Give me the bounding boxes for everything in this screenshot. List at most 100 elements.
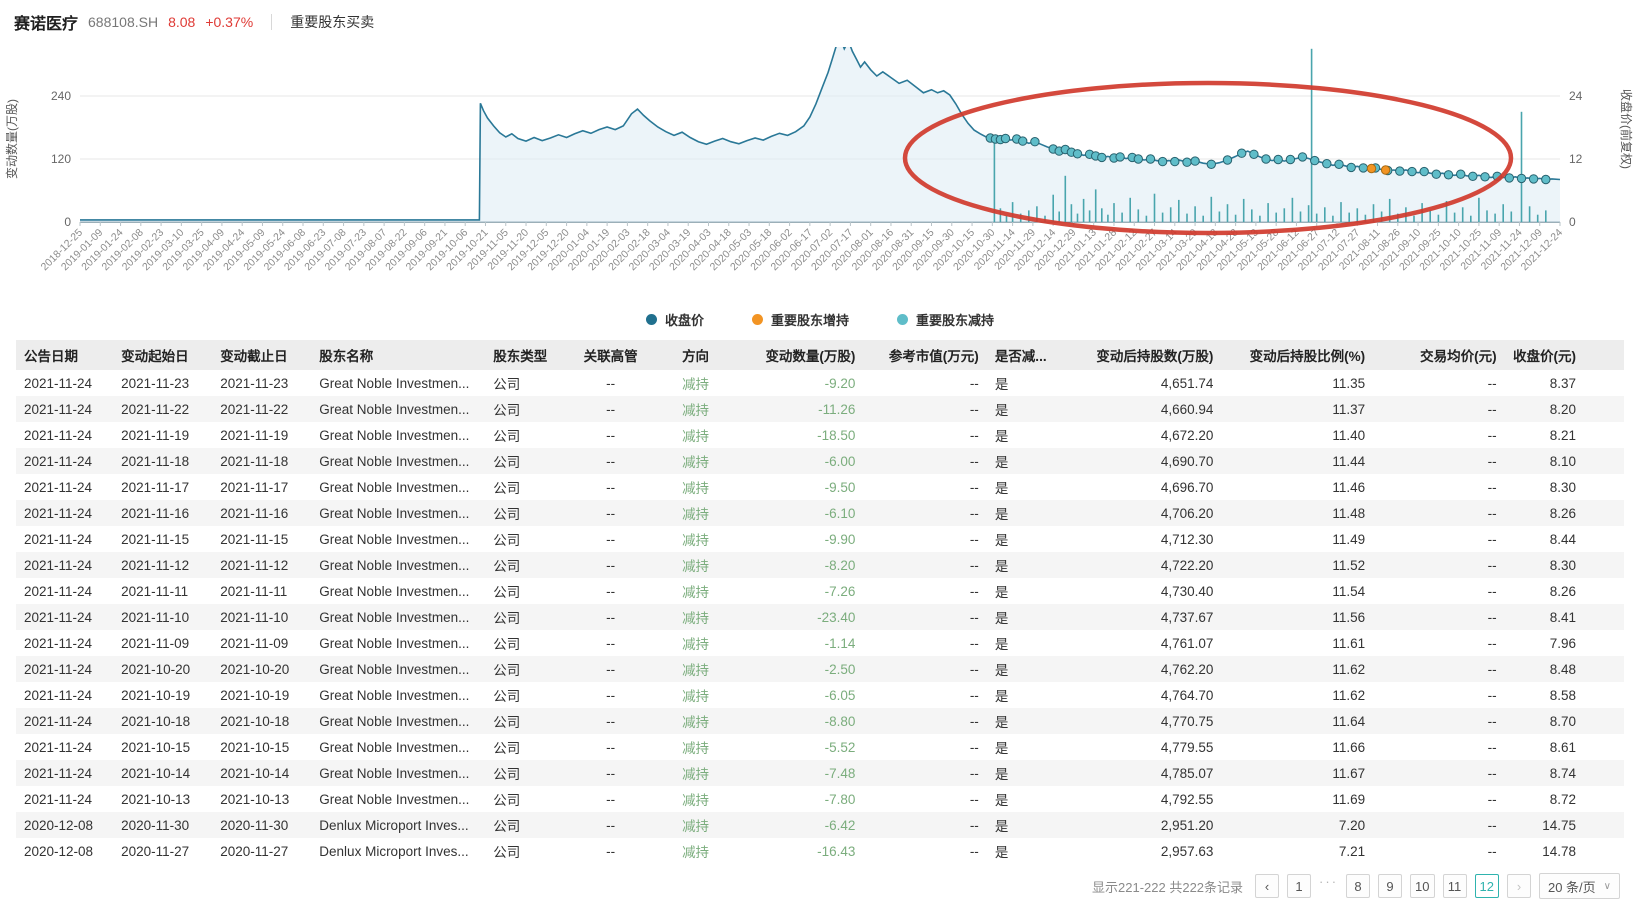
cell-direction: 减持	[657, 812, 734, 838]
cell-ref_value: --	[863, 500, 986, 526]
cell-related_exec: --	[564, 838, 657, 864]
page-button-1[interactable]: 1	[1287, 874, 1311, 898]
cell-related_exec: --	[564, 448, 657, 474]
reduce-marker	[1031, 138, 1039, 146]
volume-bar	[1202, 216, 1204, 222]
cell-ref_value: --	[863, 578, 986, 604]
reduce-marker	[1505, 174, 1513, 182]
cell-avg_price: --	[1373, 708, 1504, 734]
cell-holder_type: 公司	[485, 500, 564, 526]
cell-announce_date: 2021-11-24	[16, 474, 113, 500]
cell-change_qty: -7.80	[734, 786, 863, 812]
cell-direction: 减持	[657, 786, 734, 812]
cell-announce_date: 2021-11-24	[16, 448, 113, 474]
legend-item[interactable]: 重要股东增持	[752, 310, 849, 329]
cell-shares_after: 4,792.55	[1060, 786, 1222, 812]
cell-close_price: 8.20	[1505, 396, 1624, 422]
record-count-summary: 显示221-222 共222条记录	[1092, 877, 1243, 896]
column-header-ratio_after: 变动后持股比例(%)	[1221, 340, 1373, 370]
tab-important-holder-trades[interactable]: 重要股东买卖	[290, 12, 374, 32]
reduce-marker	[1171, 157, 1179, 165]
cell-holder_name: Great Noble Investmen...	[311, 708, 485, 734]
reduce-marker	[1529, 175, 1537, 183]
cell-change_qty: -6.10	[734, 500, 863, 526]
cell-direction: 减持	[657, 682, 734, 708]
volume-bar	[1129, 198, 1131, 222]
prev-page-button[interactable]: ‹	[1255, 874, 1279, 898]
cell-related_exec: --	[564, 396, 657, 422]
legend-item[interactable]: 重要股东减持	[897, 310, 994, 329]
cell-change_end: 2021-10-13	[212, 786, 311, 812]
reduce-marker	[1116, 153, 1124, 161]
volume-bar	[1107, 215, 1109, 222]
cell-related_exec: --	[564, 526, 657, 552]
table-row: 2021-11-242021-10-202021-10-20Great Nobl…	[16, 656, 1624, 682]
column-header-avg_price: 交易均价(元)	[1373, 340, 1504, 370]
cell-change_qty: -9.50	[734, 474, 863, 500]
cell-ref_value: --	[863, 812, 986, 838]
table-row: 2021-11-242021-11-152021-11-15Great Nobl…	[16, 526, 1624, 552]
price-chart-svg[interactable]: 012024001224变动数量(万股)收盘价(前复权)2018-12-2520…	[0, 44, 1640, 306]
cell-ratio_after: 11.44	[1221, 448, 1373, 474]
cell-shares_after: 4,672.20	[1060, 422, 1222, 448]
volume-bar	[1101, 208, 1103, 222]
cell-change_qty: -7.48	[734, 760, 863, 786]
volume-bar	[1211, 197, 1213, 222]
cell-change_end: 2021-10-14	[212, 760, 311, 786]
table-row: 2021-11-242021-10-132021-10-13Great Nobl…	[16, 786, 1624, 812]
cell-ref_value: --	[863, 630, 986, 656]
reduce-marker	[1274, 155, 1282, 163]
cell-close_price: 8.72	[1505, 786, 1624, 812]
cell-change_qty: -8.80	[734, 708, 863, 734]
next-page-button[interactable]: ›	[1507, 874, 1531, 898]
volume-bar	[1259, 216, 1261, 222]
volume-bar	[1071, 204, 1073, 222]
cell-is_reduce: 是	[987, 708, 1060, 734]
volume-bar	[1462, 207, 1464, 222]
volume-bar	[1521, 112, 1523, 222]
legend-item[interactable]: 收盘价	[646, 310, 704, 329]
volume-bar	[1357, 208, 1359, 222]
cell-change_start: 2021-11-22	[113, 396, 212, 422]
cell-direction: 减持	[657, 526, 734, 552]
volume-bar	[1300, 212, 1302, 223]
volume-bar	[1311, 49, 1313, 222]
holder-trade-chart[interactable]: 012024001224变动数量(万股)收盘价(前复权)2018-12-2520…	[0, 44, 1640, 330]
legend-dot-icon	[752, 314, 763, 325]
volume-bar	[1058, 212, 1060, 223]
reduce-marker	[1481, 173, 1489, 181]
page-size-select[interactable]: 20 条/页 ∨	[1539, 873, 1620, 899]
page-button-9[interactable]: 9	[1378, 874, 1402, 898]
page-button-12[interactable]: 12	[1475, 874, 1499, 898]
cell-change_qty: -11.26	[734, 396, 863, 422]
cell-change_end: 2021-11-17	[212, 474, 311, 500]
cell-is_reduce: 是	[987, 422, 1060, 448]
cell-ratio_after: 11.64	[1221, 708, 1373, 734]
volume-bar	[1316, 214, 1318, 222]
reduce-marker	[1323, 160, 1331, 168]
cell-ratio_after: 11.69	[1221, 786, 1373, 812]
holder-trade-table-area: 公告日期变动起始日变动截止日股东名称股东类型关联高管方向变动数量(万股)参考市值…	[16, 340, 1624, 864]
cell-holder_name: Great Noble Investmen...	[311, 474, 485, 500]
cell-change_start: 2021-10-18	[113, 708, 212, 734]
cell-ref_value: --	[863, 526, 986, 552]
cell-change_end: 2021-11-10	[212, 604, 311, 630]
cell-change_end: 2020-11-27	[212, 838, 311, 864]
cell-ref_value: --	[863, 838, 986, 864]
cell-close_price: 8.37	[1505, 370, 1624, 396]
cell-related_exec: --	[564, 786, 657, 812]
cell-announce_date: 2021-11-24	[16, 422, 113, 448]
page-button-11[interactable]: 11	[1443, 874, 1467, 898]
page-button-10[interactable]: 10	[1410, 874, 1434, 898]
cell-is_reduce: 是	[987, 734, 1060, 760]
cell-direction: 减持	[657, 760, 734, 786]
cell-announce_date: 2021-11-24	[16, 630, 113, 656]
table-row: 2021-11-242021-10-182021-10-18Great Nobl…	[16, 708, 1624, 734]
cell-related_exec: --	[564, 552, 657, 578]
page-button-8[interactable]: 8	[1346, 874, 1370, 898]
cell-avg_price: --	[1373, 552, 1504, 578]
cell-change_qty: -8.20	[734, 552, 863, 578]
column-header-related_exec: 关联高管	[564, 340, 657, 370]
cell-change_end: 2021-10-20	[212, 656, 311, 682]
page-ellipsis[interactable]: ···	[1319, 874, 1338, 898]
